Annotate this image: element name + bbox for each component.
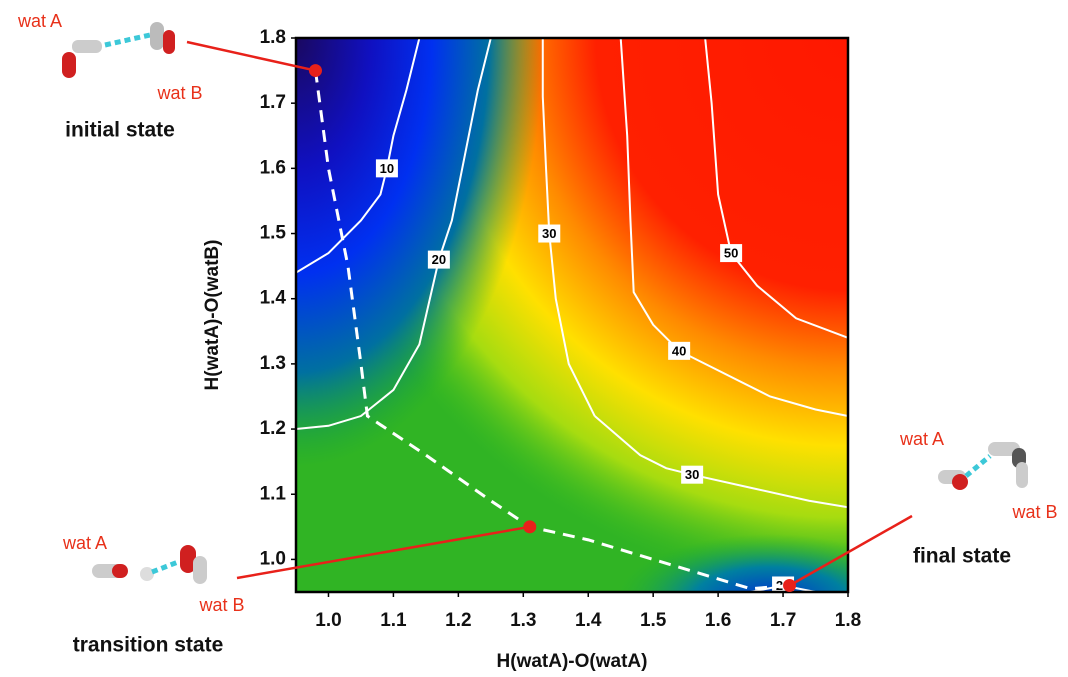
molecule-label: wat A (62, 533, 107, 553)
molecule-label: wat A (899, 429, 944, 449)
contour-label: 30 (542, 226, 556, 241)
molecule-final (938, 442, 1028, 490)
molecule-label: wat A (17, 11, 62, 31)
contour-label: 40 (672, 343, 686, 358)
x-tick-label: 1.0 (315, 610, 341, 631)
y-tick-label: 1.7 (260, 92, 286, 113)
x-axis-label: H(watA)-O(watA) (497, 651, 648, 672)
contour-label: 10 (380, 161, 394, 176)
y-axis-label: H(watA)-O(watB) (202, 240, 223, 391)
y-tick-label: 1.4 (260, 288, 287, 309)
state-label: transition state (73, 634, 224, 657)
x-tick-label: 1.8 (835, 610, 861, 631)
x-tick-label: 1.2 (445, 610, 471, 631)
contour-label: 50 (724, 246, 738, 261)
x-tick-label: 1.1 (380, 610, 407, 631)
molecule-initial (62, 22, 175, 78)
state-point (523, 520, 536, 533)
y-tick-label: 1.2 (260, 418, 286, 439)
y-tick-label: 1.5 (260, 223, 287, 244)
y-tick-label: 1.0 (260, 548, 286, 569)
y-tick-label: 1.1 (260, 483, 287, 504)
molecule-label: wat B (1011, 502, 1057, 522)
x-tick-label: 1.5 (640, 610, 667, 631)
y-tick-label: 1.3 (260, 353, 286, 374)
x-tick-label: 1.7 (770, 610, 796, 631)
state-point (783, 579, 796, 592)
contour-label: 20 (432, 252, 446, 267)
state-point (309, 64, 322, 77)
state-label: final state (913, 545, 1011, 568)
molecule-label: wat B (198, 595, 244, 615)
chart: 10203030405020 H(watA)-O(watA) H(watA)-O… (0, 0, 1068, 677)
energy-surface (296, 38, 848, 592)
molecule-transition (92, 545, 207, 584)
state-label: initial state (65, 119, 175, 142)
x-tick-label: 1.3 (510, 610, 536, 631)
contour-label: 30 (685, 467, 699, 482)
y-tick-label: 1.8 (260, 27, 286, 48)
y-tick-label: 1.6 (260, 157, 286, 178)
x-tick-label: 1.4 (575, 610, 602, 631)
molecule-label: wat B (156, 83, 202, 103)
x-tick-label: 1.6 (705, 610, 731, 631)
